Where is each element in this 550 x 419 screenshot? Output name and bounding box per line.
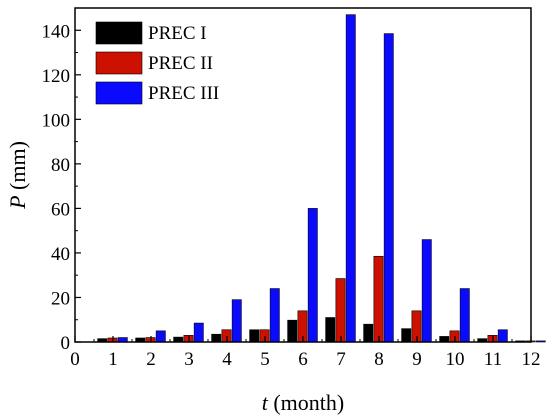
bar-prec-iii-month-9	[421, 239, 432, 343]
bar-prec-ii-month-8	[373, 255, 384, 343]
bar-prec-iii-month-8	[383, 33, 394, 343]
bar-prec-i-month-10	[439, 336, 450, 343]
x-tick-label-10: 10	[446, 349, 465, 370]
x-tick-label-1: 1	[108, 349, 118, 370]
y-tick-label-120: 120	[42, 66, 71, 87]
legend-label-prec-iii: PREC III	[148, 83, 219, 104]
legend-label-prec-i: PREC I	[148, 23, 207, 44]
y-axis-variable: P	[5, 195, 30, 209]
y-axis: 0 20 40 60 80 100 120 140	[42, 21, 81, 354]
bars-layer	[97, 14, 546, 343]
y-tick-label-0: 0	[61, 333, 71, 354]
bar-prec-iii-month-3	[193, 322, 204, 343]
x-tick-label-2: 2	[146, 349, 156, 370]
x-tick-label-9: 9	[412, 349, 422, 370]
legend: PREC I PREC II PREC III	[95, 21, 219, 105]
bar-prec-iii-month-5	[269, 288, 280, 343]
x-axis: 0 1 2 3 4 5 6 7 8 9 10 11 12	[70, 336, 541, 370]
y-tick-label-20: 20	[51, 288, 70, 309]
x-tick-label-12: 12	[522, 349, 541, 370]
y-tick-label-60: 60	[51, 199, 70, 220]
y-tick-label-80: 80	[51, 155, 70, 176]
bar-prec-i-month-4	[211, 333, 222, 343]
bar-prec-iii-month-2	[155, 330, 166, 343]
y-axis-unit: (mm)	[5, 141, 30, 195]
x-tick-label-0: 0	[70, 349, 80, 370]
bar-prec-i-month-8	[363, 323, 374, 343]
legend-label-prec-ii: PREC II	[148, 53, 213, 74]
bar-prec-iii-month-12	[535, 340, 546, 343]
x-tick-label-6: 6	[298, 349, 308, 370]
y-tick-label-40: 40	[51, 244, 70, 265]
x-tick-label-3: 3	[184, 349, 194, 370]
bar-prec-iii-month-7	[345, 14, 356, 343]
x-axis-variable: t	[262, 390, 269, 415]
x-axis-title: t (month)	[262, 390, 345, 415]
bar-prec-iii-month-4	[231, 299, 242, 343]
x-axis-unit: (month)	[268, 390, 344, 415]
x-tick-label-8: 8	[374, 349, 384, 370]
x-tick-label-11: 11	[484, 349, 502, 370]
x-tick-label-4: 4	[222, 349, 232, 370]
bar-prec-i-month-7	[325, 317, 336, 343]
bar-prec-i-month-5	[249, 329, 260, 343]
bar-prec-i-month-9	[401, 328, 412, 343]
legend-swatch-prec-iii	[95, 81, 143, 105]
x-tick-label-5: 5	[260, 349, 270, 370]
bar-prec-iii-month-10	[459, 288, 470, 343]
bar-prec-iii-month-6	[307, 208, 318, 343]
y-tick-label-100: 100	[42, 110, 71, 131]
bar-prec-iii-month-11	[497, 329, 508, 343]
y-tick-label-140: 140	[42, 21, 71, 42]
y-axis-title: P (mm)	[5, 141, 30, 210]
x-tick-label-7: 7	[336, 349, 346, 370]
bar-prec-ii-month-7	[335, 278, 346, 343]
legend-swatch-prec-ii	[95, 51, 143, 75]
bar-prec-i-month-6	[287, 319, 298, 343]
legend-swatch-prec-i	[95, 21, 143, 45]
